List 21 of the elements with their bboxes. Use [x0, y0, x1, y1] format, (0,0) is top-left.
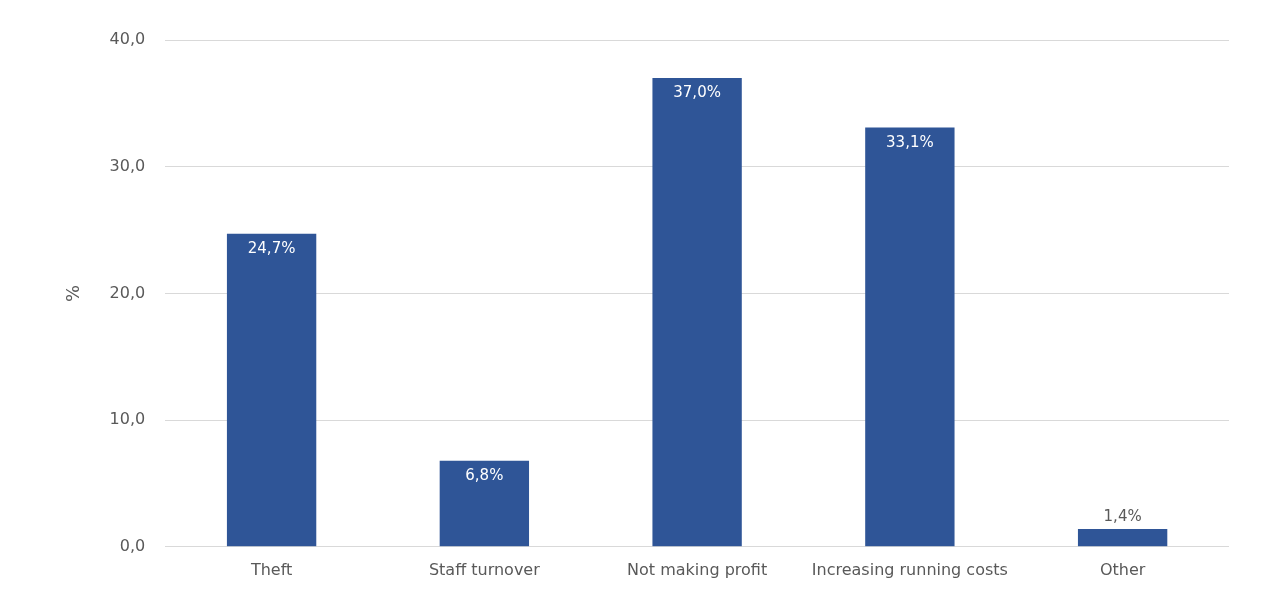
x-tick-label: Not making profit [627, 559, 768, 579]
bar [226, 233, 317, 547]
y-tick-label: 20,0 [109, 282, 146, 302]
data-label: 24,7% [247, 239, 296, 258]
x-tick-label: Theft [249, 559, 293, 579]
bar [1077, 529, 1168, 547]
bar [865, 127, 955, 547]
bar [652, 78, 742, 547]
bar [439, 460, 530, 547]
y-tick-label: 0,0 [119, 535, 146, 555]
x-tick-label: Staff turnover [428, 559, 541, 579]
data-label: 33,1% [886, 132, 934, 151]
x-tick-label: Other [1099, 559, 1146, 579]
data-label: 37,0% [673, 83, 721, 102]
y-tick-label: 10,0 [109, 409, 146, 429]
data-label: 6,8% [465, 466, 504, 485]
y-tick-label: 40,0 [109, 29, 146, 49]
data-label: 1,4% [1103, 507, 1142, 526]
x-tick-label: Increasing running costs [811, 559, 1008, 579]
y-axis-title: % [62, 284, 84, 302]
y-tick-label: 30,0 [109, 155, 146, 175]
